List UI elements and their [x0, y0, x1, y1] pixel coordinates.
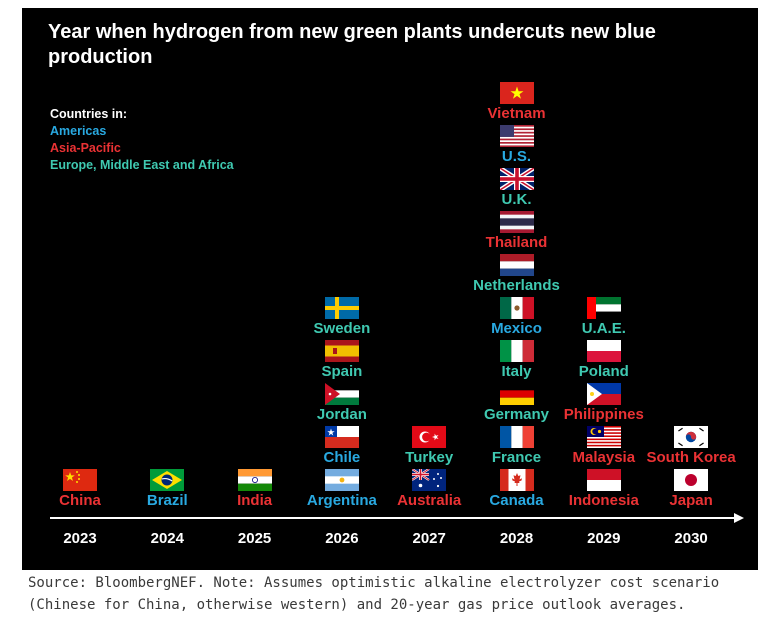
australia-flag-icon	[412, 469, 447, 491]
country-label-argentina: Argentina	[306, 492, 377, 509]
country-label-germany: Germany	[483, 406, 550, 423]
uae-flag-icon	[586, 297, 621, 319]
malaysia-flag-icon	[586, 426, 621, 448]
year-label-2027: 2027	[412, 530, 446, 547]
germany-flag-icon	[499, 383, 534, 405]
country-label-spain: Spain	[321, 363, 363, 380]
legend-item-americas: Americas	[50, 124, 107, 138]
poland-flag-icon	[586, 340, 621, 362]
country-label-china: China	[59, 492, 101, 509]
jordan-flag-icon	[324, 383, 359, 405]
timeline-axis	[50, 513, 744, 523]
country-label-u-k: U.K.	[501, 191, 532, 208]
argentina-flag-icon	[324, 469, 359, 491]
brazil-flag-icon	[150, 469, 185, 491]
spain-flag-icon	[324, 340, 359, 362]
country-label-sweden: Sweden	[313, 320, 371, 337]
country-label-india: India	[237, 492, 273, 509]
legend-item-asia-pacific: Asia-Pacific	[50, 141, 121, 155]
axis-arrowhead	[734, 513, 744, 523]
country-label-thailand: Thailand	[485, 234, 548, 251]
source-note: Source: BloombergNEF. Note: Assumes opti…	[28, 575, 720, 613]
year-label-2023: 2023	[63, 530, 97, 547]
country-label-australia: Australia	[397, 492, 462, 509]
country-label-south-korea: South Korea	[646, 449, 736, 466]
china-flag-icon	[63, 469, 97, 491]
country-label-philippines: Philippines	[563, 406, 644, 423]
sweden-flag-icon	[324, 297, 359, 319]
italy-flag-icon	[499, 340, 534, 362]
year-label-2025: 2025	[237, 530, 272, 547]
country-label-italy: Italy	[501, 363, 532, 380]
netherlands-flag-icon	[499, 254, 534, 276]
country-label-japan: Japan	[669, 492, 713, 509]
year-label-2026: 2026	[325, 530, 359, 547]
country-label-canada: Canada	[489, 492, 544, 509]
legend: Countries in: Americas Asia-Pacific Euro…	[50, 106, 234, 174]
country-label-malaysia: Malaysia	[572, 449, 636, 466]
country-label-indonesia: Indonesia	[568, 492, 639, 509]
philippines-flag-icon	[586, 383, 621, 405]
country-label-mexico: Mexico	[491, 320, 542, 337]
turkey-flag-icon	[412, 426, 447, 448]
india-flag-icon	[237, 469, 272, 491]
year-label-2028: 2028	[499, 530, 534, 547]
france-flag-icon	[499, 426, 534, 448]
vietnam-flag-icon	[499, 82, 534, 104]
legend-item-emea: Europe, Middle East and Africa	[50, 158, 234, 172]
country-label-brazil: Brazil	[146, 492, 188, 509]
country-label-netherlands: Netherlands	[473, 277, 560, 294]
south-korea-flag-icon	[674, 426, 709, 448]
country-label-poland: Poland	[578, 363, 629, 380]
year-label-2030: 2030	[674, 530, 708, 547]
chart-panel: Year when hydrogen from new green plants…	[22, 8, 758, 570]
thailand-flag-icon	[499, 211, 534, 233]
uk-flag-icon	[499, 168, 534, 190]
country-label-u-s: U.S.	[501, 148, 532, 165]
country-label-u-a-e: U.A.E.	[581, 320, 626, 337]
legend-heading: Countries in:	[50, 107, 128, 121]
indonesia-flag-icon	[586, 469, 621, 491]
year-label-2029: 2029	[587, 530, 621, 547]
chart-title: Year when hydrogen from new green plants…	[48, 21, 656, 68]
country-label-jordan: Jordan	[316, 406, 367, 423]
chile-flag-icon	[324, 426, 359, 448]
country-label-turkey: Turkey	[405, 449, 454, 466]
japan-flag-icon	[674, 469, 709, 491]
country-label-chile: Chile	[323, 449, 361, 466]
country-label-france: France	[491, 449, 542, 466]
canada-flag-icon	[499, 469, 534, 491]
country-label-vietnam: Vietnam	[487, 105, 546, 122]
us-flag-icon	[499, 125, 534, 147]
year-label-2024: 2024	[150, 530, 184, 547]
mexico-flag-icon	[499, 297, 534, 319]
